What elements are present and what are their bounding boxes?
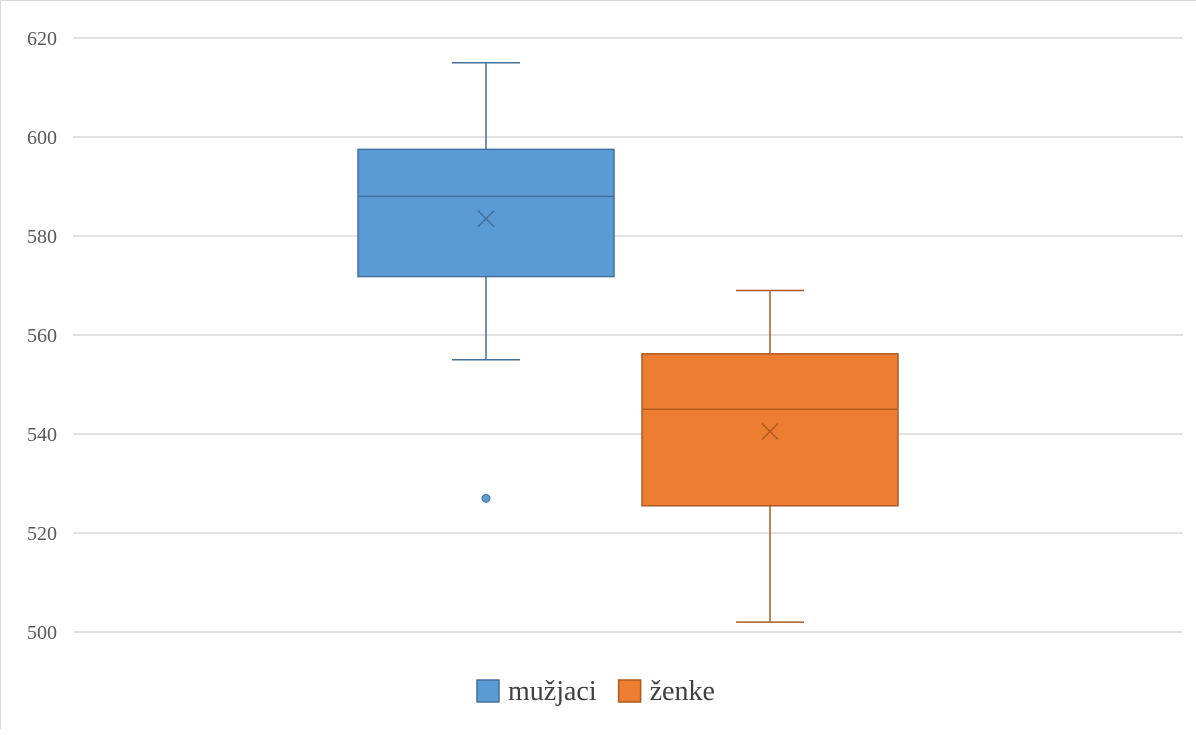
legend-swatch xyxy=(476,679,500,703)
box-series-0 xyxy=(357,62,615,503)
box xyxy=(357,148,615,278)
y-tick-label: 620 xyxy=(27,28,57,50)
legend-swatch xyxy=(617,679,642,703)
y-tick-label: 560 xyxy=(27,325,57,347)
outlier-point xyxy=(481,493,491,503)
legend-item-1: ženke xyxy=(617,676,715,707)
y-axis-ticks: 500 520 540 560 580 600 620 xyxy=(27,28,57,644)
box-series xyxy=(357,62,899,623)
y-tick-label: 600 xyxy=(27,127,57,149)
legend-label: ženke xyxy=(650,676,715,707)
legend-label: mužjaci xyxy=(508,676,597,707)
box-series-1 xyxy=(641,289,899,623)
y-tick-label: 520 xyxy=(27,523,57,545)
legend-item-0: mužjaci xyxy=(476,676,597,707)
mean-marker xyxy=(477,210,495,228)
gridlines xyxy=(73,37,1183,633)
mean-marker xyxy=(761,422,779,441)
box xyxy=(641,353,899,507)
y-tick-label: 500 xyxy=(27,622,57,644)
y-tick-label: 580 xyxy=(27,226,57,248)
legend: mužjaci ženke xyxy=(476,676,715,707)
y-tick-label: 540 xyxy=(27,424,57,446)
